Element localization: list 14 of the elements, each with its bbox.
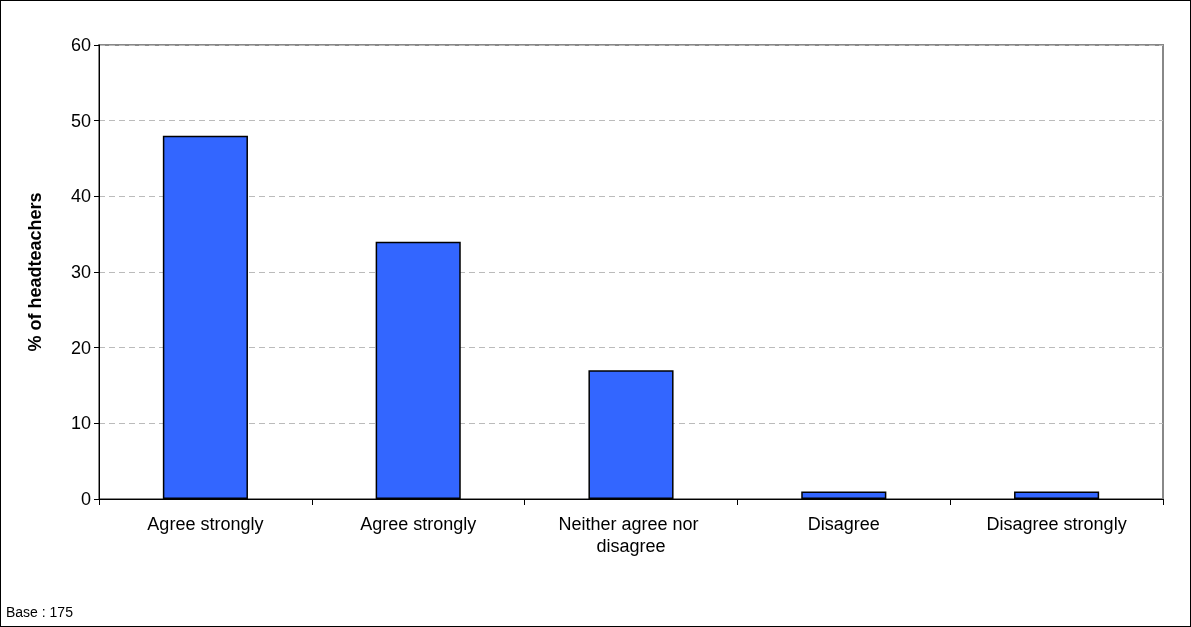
y-tick-label: 50	[70, 110, 91, 131]
x-tick-label: Neither agree nor disagree	[558, 514, 704, 556]
y-axis-title: % of headteachers	[25, 192, 45, 352]
y-tick-label: 10	[70, 413, 91, 434]
y-tick-label: 30	[70, 262, 91, 282]
x-tick-label: Agree strongly	[360, 514, 477, 534]
x-tick-label: Disagree strongly	[986, 514, 1127, 534]
y-tick-label: 40	[70, 186, 91, 207]
y-tick-label: 0	[80, 489, 91, 509]
x-tick-label: Agree strongly	[147, 514, 264, 534]
y-tick-label: 60	[70, 35, 91, 55]
y-tick-label: 20	[70, 337, 91, 358]
text: Base : 175	[6, 604, 74, 620]
x-tick-label: Disagree	[807, 514, 880, 534]
